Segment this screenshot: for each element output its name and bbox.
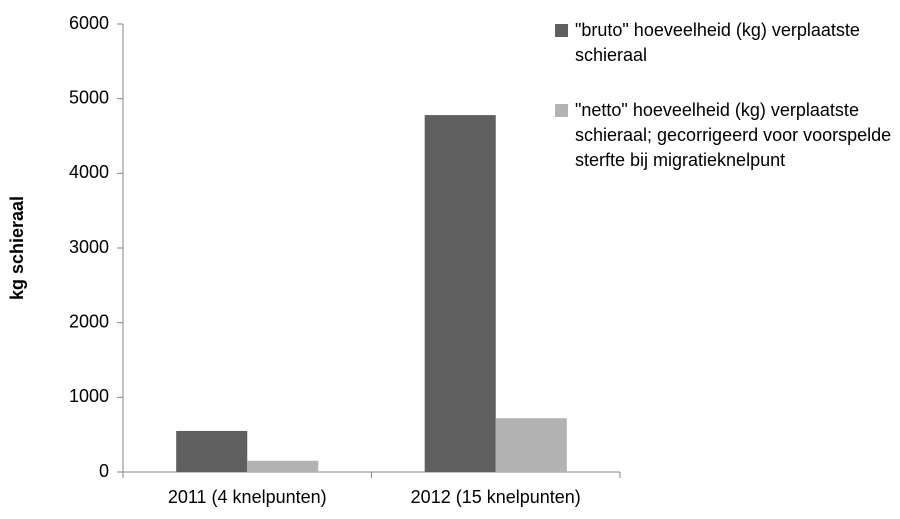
legend-swatch bbox=[555, 104, 568, 117]
bar bbox=[176, 430, 248, 472]
y-tick-label: 1000 bbox=[69, 386, 109, 406]
bar bbox=[495, 418, 567, 472]
y-tick-label: 3000 bbox=[69, 237, 109, 257]
x-tick-label: 2012 (15 knelpunten) bbox=[411, 487, 581, 507]
y-tick-label: 6000 bbox=[69, 13, 109, 33]
legend: "bruto" hoeveelheid (kg) verplaatste sch… bbox=[555, 18, 900, 203]
legend-item: "netto" hoeveelheid (kg) verplaatste sch… bbox=[555, 98, 900, 173]
x-tick-label: 2011 (4 knelpunten) bbox=[168, 487, 327, 507]
bar bbox=[424, 115, 496, 473]
y-tick-label: 5000 bbox=[69, 87, 109, 107]
legend-swatch bbox=[555, 24, 568, 37]
y-tick-label: 2000 bbox=[69, 311, 109, 331]
legend-label: "netto" hoeveelheid (kg) verplaatste sch… bbox=[575, 100, 892, 170]
y-axis-label: kg schieraal bbox=[7, 196, 27, 300]
y-tick-label: 0 bbox=[99, 461, 109, 481]
bar bbox=[247, 460, 319, 472]
legend-label: "bruto" hoeveelheid (kg) verplaatste sch… bbox=[575, 20, 860, 65]
y-tick-label: 4000 bbox=[69, 162, 109, 182]
legend-item: "bruto" hoeveelheid (kg) verplaatste sch… bbox=[555, 18, 900, 68]
